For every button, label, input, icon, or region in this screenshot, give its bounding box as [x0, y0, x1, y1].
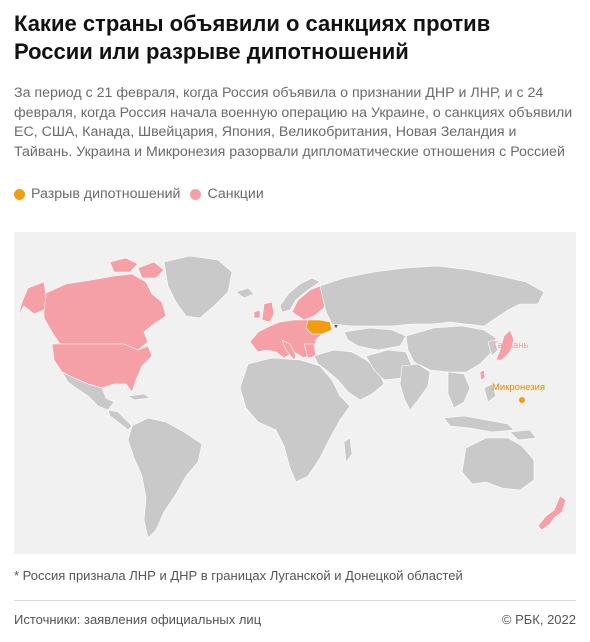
- canada-islands: [109, 257, 165, 279]
- ukraine: [305, 319, 333, 335]
- legend-dot-sanctions-icon: [190, 188, 202, 200]
- world-map-svg: * Тайвань Микронезия: [14, 232, 576, 554]
- world-map: * Тайвань Микронезия: [14, 232, 576, 554]
- mexico: [61, 371, 115, 411]
- central-asia: [343, 327, 407, 351]
- legend-item-sanctions: Санкции: [190, 186, 264, 202]
- indonesia: [443, 383, 515, 433]
- russia: [319, 265, 545, 327]
- footer-divider: [14, 600, 576, 601]
- footnote: * Россия признала ЛНР и ДНР в границах Л…: [14, 568, 463, 583]
- russia-footnote-marker: *: [334, 323, 338, 334]
- new-guinea: [509, 429, 537, 441]
- legend-item-breakup: Разрыв дипотношений: [14, 186, 180, 202]
- legend: Разрыв дипотношений Санкции: [14, 184, 264, 204]
- micronesia-label: Микронезия: [492, 382, 545, 393]
- legend-dot-breakup-icon: [14, 188, 25, 200]
- greenland: [163, 255, 233, 319]
- page-title: Какие страны объявили о санкциях против …: [14, 11, 491, 64]
- middle-east: [313, 349, 385, 401]
- madagascar: [343, 437, 353, 463]
- africa: [239, 357, 351, 483]
- china: [405, 325, 497, 373]
- taiwan-label: Тайвань: [492, 340, 528, 351]
- india: [399, 363, 431, 411]
- new-zealand: [537, 495, 567, 531]
- source-text: Источники: заявления официальных лиц: [14, 612, 262, 627]
- south-america: [127, 417, 203, 539]
- korea: [487, 339, 499, 357]
- iceland: [235, 287, 255, 299]
- micronesia-marker: [519, 397, 525, 403]
- norway: [279, 277, 321, 313]
- uk: [253, 301, 275, 323]
- legend-label-sanctions: Санкции: [207, 186, 264, 202]
- copyright-text: © РБК, 2022: [501, 612, 576, 627]
- central-america: [107, 393, 151, 431]
- legend-label-breakup: Разрыв дипотношений: [31, 186, 181, 202]
- southeast-asia: [447, 371, 471, 409]
- australia: [461, 437, 535, 491]
- page-subtitle: За период с 21 февраля, когда Россия объ…: [14, 85, 573, 160]
- japan: [495, 329, 515, 361]
- alaska: [17, 281, 47, 317]
- taiwan: [479, 369, 486, 381]
